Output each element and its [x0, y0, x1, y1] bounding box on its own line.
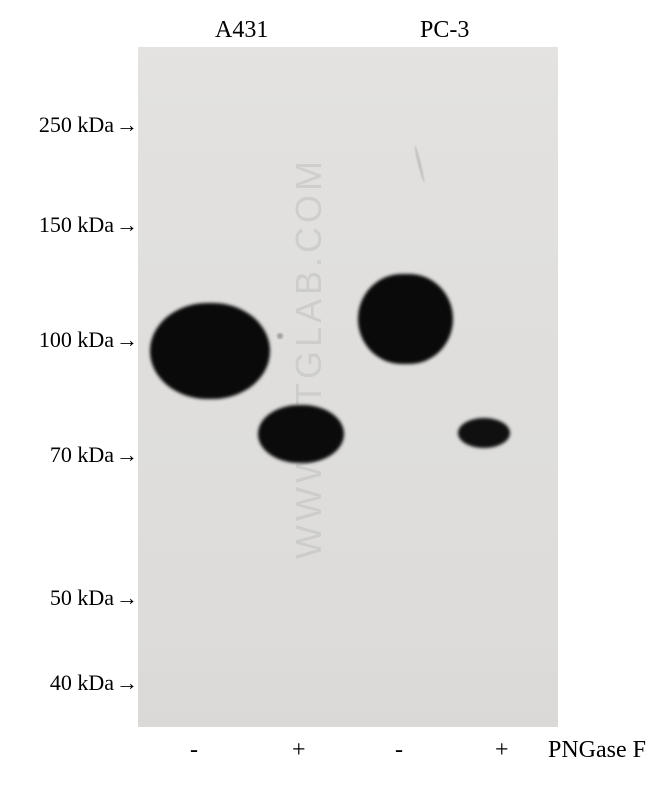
arrow-icon: → [116, 212, 138, 238]
treatment-labels-row: - + - + PNGase F [0, 737, 650, 777]
film-artifact-dot [277, 333, 283, 339]
figure-container: { "canvas": { "width": 650, "height": 78… [0, 0, 650, 789]
mw-label-70: 70 kDa→ [50, 442, 138, 468]
arrow-icon: → [116, 327, 138, 353]
band-a431-plus [258, 405, 344, 463]
mw-text: 250 kDa [39, 112, 114, 137]
mw-text: 50 kDa [50, 585, 114, 610]
band-pc3-minus [358, 274, 453, 364]
treatment-label: PNGase F [548, 737, 646, 764]
sample-label-pc3: PC-3 [420, 17, 469, 44]
mw-label-150: 150 kDa→ [39, 212, 138, 238]
mw-text: 40 kDa [50, 670, 114, 695]
watermark-text: WWW.PTGLAB.COM [288, 157, 330, 559]
mw-text: 150 kDa [39, 212, 114, 237]
molecular-weight-markers: 250 kDa→ 150 kDa→ 100 kDa→ 70 kDa→ 50 kD… [0, 0, 138, 789]
arrow-icon: → [116, 442, 138, 468]
mw-label-40: 40 kDa→ [50, 670, 138, 696]
mw-text: 70 kDa [50, 442, 114, 467]
arrow-icon: → [116, 585, 138, 611]
mw-label-250: 250 kDa→ [39, 112, 138, 138]
mw-label-100: 100 kDa→ [39, 327, 138, 353]
arrow-icon: → [116, 112, 138, 138]
lane-symbol-2: + [292, 737, 306, 764]
band-a431-minus [150, 303, 270, 399]
arrow-icon: → [116, 670, 138, 696]
band-pc3-plus [458, 418, 510, 448]
lane-symbol-1: - [190, 737, 198, 764]
sample-label-a431: A431 [215, 17, 268, 44]
mw-text: 100 kDa [39, 327, 114, 352]
lane-symbol-4: + [495, 737, 509, 764]
western-blot-image: WWW.PTGLAB.COM [138, 47, 558, 727]
lane-symbol-3: - [395, 737, 403, 764]
mw-label-50: 50 kDa→ [50, 585, 138, 611]
